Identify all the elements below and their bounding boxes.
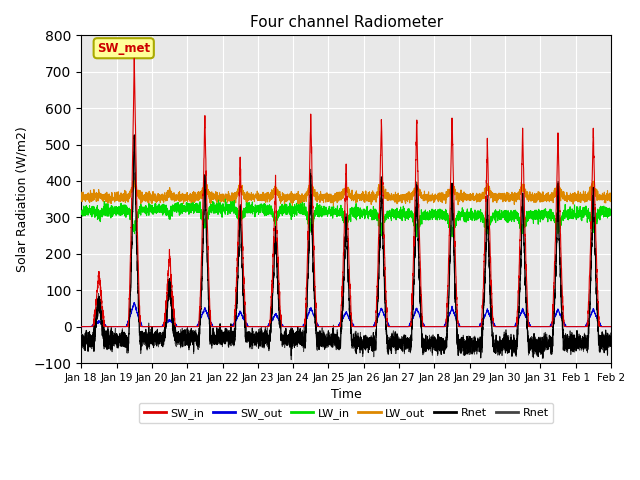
LW_out — [131, 175, 138, 180]
Rnet — [436, 344, 444, 350]
Rnet — [477, 355, 484, 361]
Line: LW_in: LW_in — [81, 199, 611, 237]
Rnet — [495, 342, 502, 348]
LW_out — [607, 197, 615, 203]
Text: SW_met: SW_met — [97, 42, 150, 55]
LW_in — [607, 210, 615, 216]
Rnet — [436, 336, 444, 341]
Rnet — [131, 132, 138, 138]
Rnet — [607, 335, 615, 341]
SW_in — [436, 324, 444, 329]
SW_out — [173, 323, 180, 329]
LW_out — [326, 192, 334, 198]
Y-axis label: Solar Radiation (W/m2): Solar Radiation (W/m2) — [15, 126, 28, 272]
Rnet — [326, 337, 334, 343]
Rnet — [77, 348, 85, 353]
SW_out — [436, 324, 444, 329]
LW_in — [436, 212, 444, 217]
SW_in — [131, 55, 138, 61]
LW_out — [173, 194, 180, 200]
SW_out — [607, 324, 615, 329]
Rnet — [131, 132, 138, 138]
SW_in — [495, 324, 502, 329]
Title: Four channel Radiometer: Four channel Radiometer — [250, 15, 443, 30]
SW_out — [495, 324, 502, 329]
SW_out — [131, 300, 138, 305]
Line: LW_out: LW_out — [81, 178, 611, 208]
Rnet — [465, 346, 473, 352]
SW_out — [607, 324, 614, 329]
Rnet — [607, 342, 614, 348]
LW_in — [465, 213, 473, 218]
SW_in — [77, 324, 85, 329]
Line: Rnet: Rnet — [81, 135, 611, 358]
LW_in — [77, 211, 85, 217]
SW_out — [465, 324, 472, 329]
Rnet — [173, 336, 180, 341]
LW_in — [326, 211, 334, 217]
Line: Rnet: Rnet — [81, 135, 611, 360]
LW_out — [289, 205, 296, 211]
LW_in — [495, 216, 502, 221]
SW_out — [326, 324, 334, 329]
SW_in — [326, 324, 334, 329]
Legend: SW_in, SW_out, LW_in, LW_out, Rnet, Rnet: SW_in, SW_out, LW_in, LW_out, Rnet, Rnet — [139, 403, 553, 423]
Rnet — [77, 348, 85, 353]
Line: SW_in: SW_in — [81, 58, 611, 326]
Line: SW_out: SW_out — [81, 302, 611, 326]
SW_in — [173, 324, 180, 329]
LW_out — [495, 195, 502, 201]
SW_in — [465, 324, 472, 329]
LW_out — [77, 190, 85, 195]
Rnet — [495, 344, 502, 350]
LW_in — [607, 209, 614, 215]
SW_in — [607, 324, 615, 329]
Rnet — [173, 335, 180, 341]
Rnet — [607, 343, 614, 349]
SW_in — [607, 324, 614, 329]
Rnet — [607, 337, 615, 343]
LW_in — [173, 208, 180, 214]
Rnet — [287, 357, 295, 362]
LW_out — [607, 192, 614, 198]
LW_in — [413, 234, 420, 240]
LW_in — [221, 196, 229, 202]
Rnet — [465, 337, 472, 343]
SW_out — [77, 324, 85, 329]
LW_out — [465, 192, 473, 197]
X-axis label: Time: Time — [331, 388, 362, 401]
Rnet — [326, 343, 334, 349]
LW_out — [436, 194, 444, 200]
